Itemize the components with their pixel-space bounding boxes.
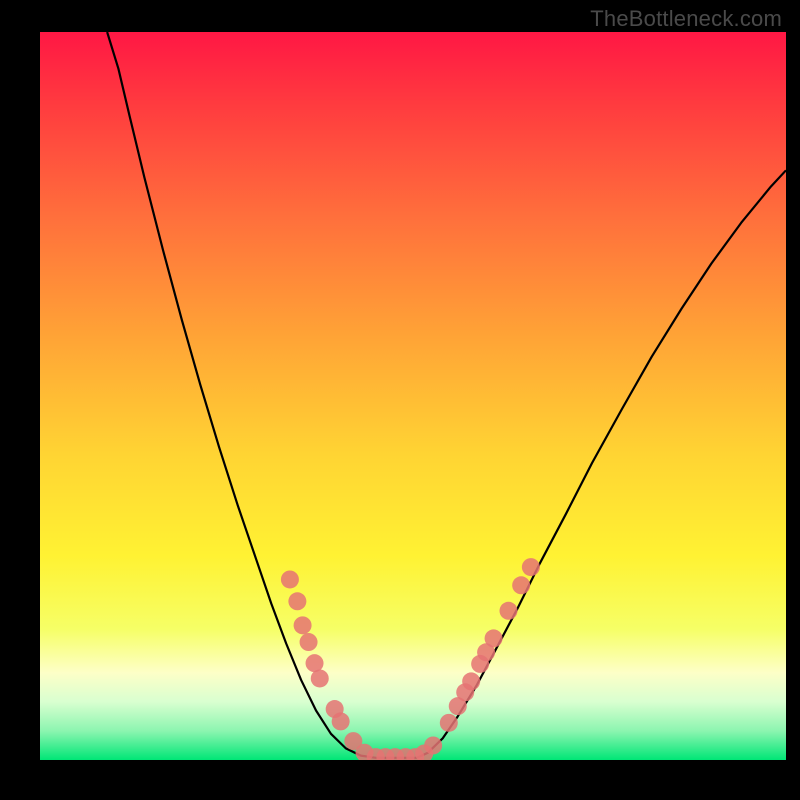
data-point <box>462 672 480 690</box>
data-point <box>281 570 299 588</box>
watermark-text: TheBottleneck.com <box>590 6 782 32</box>
plot-area <box>40 32 786 760</box>
data-point <box>440 714 458 732</box>
chart-frame: TheBottleneck.com <box>0 0 800 800</box>
data-point <box>288 592 306 610</box>
data-point <box>306 654 324 672</box>
data-point <box>485 629 503 647</box>
data-point <box>522 558 540 576</box>
data-point <box>300 633 318 651</box>
data-point <box>311 669 329 687</box>
gradient-background <box>40 32 786 760</box>
data-point <box>332 712 350 730</box>
data-point <box>512 576 530 594</box>
data-point <box>424 736 442 754</box>
data-point <box>499 602 517 620</box>
data-point <box>294 616 312 634</box>
chart-svg <box>40 32 786 760</box>
